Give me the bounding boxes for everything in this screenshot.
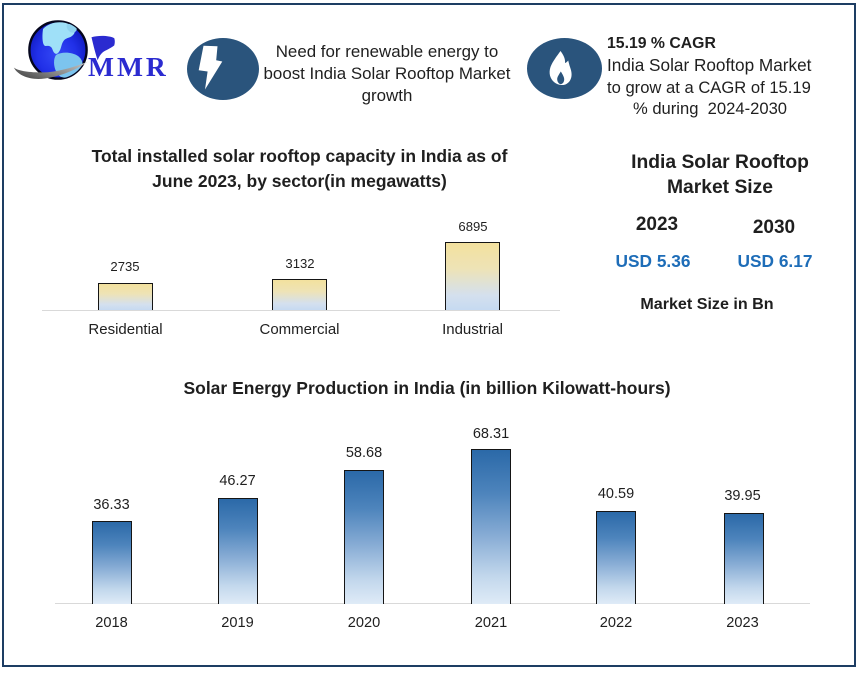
svg-text:MMR: MMR [88, 51, 169, 82]
